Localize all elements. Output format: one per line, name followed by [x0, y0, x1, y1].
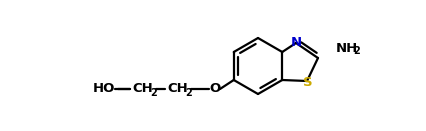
Text: 2: 2	[185, 88, 192, 97]
Text: 2: 2	[352, 46, 359, 56]
Text: N: N	[290, 36, 301, 48]
Text: CH: CH	[167, 83, 188, 95]
Text: O: O	[209, 83, 220, 95]
Text: NH: NH	[335, 42, 357, 54]
Text: S: S	[302, 75, 312, 89]
Text: CH: CH	[132, 83, 153, 95]
Text: 2: 2	[150, 88, 157, 97]
Text: HO: HO	[92, 83, 115, 95]
